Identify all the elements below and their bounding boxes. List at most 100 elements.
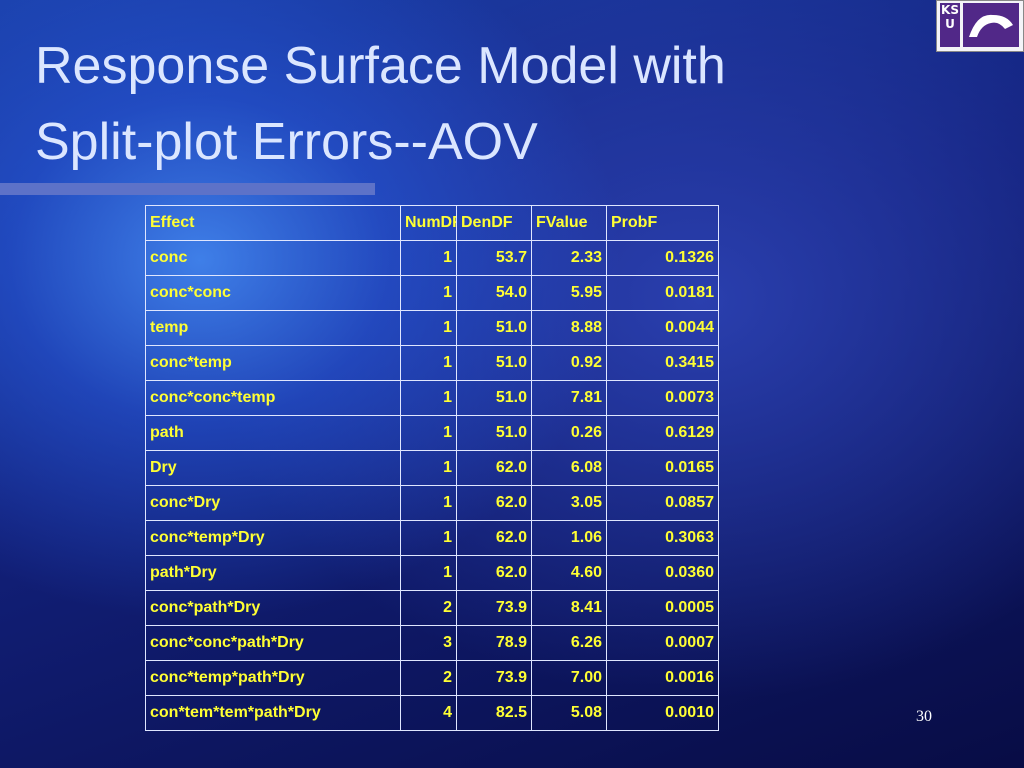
effect-cell: conc*conc*temp [145, 380, 401, 416]
value-cell: 7.81 [531, 380, 607, 416]
value-cell: 6.26 [531, 625, 607, 661]
effect-cell: conc*Dry [145, 485, 401, 521]
value-cell: 4.60 [531, 555, 607, 591]
column-header: FValue [531, 205, 607, 241]
value-cell: 73.9 [456, 660, 532, 696]
effect-cell: path [145, 415, 401, 451]
logo-text: KSU [940, 3, 960, 47]
title-line: Split-plot Errors--AOV [35, 113, 538, 171]
logo-cat [963, 3, 1019, 47]
value-cell: 3.05 [531, 485, 607, 521]
value-cell: 0.0005 [606, 590, 719, 626]
value-cell: 51.0 [456, 345, 532, 381]
value-cell: 1 [400, 485, 457, 521]
effect-cell: path*Dry [145, 555, 401, 591]
title: Response Surface Model with Split-plot E… [35, 28, 726, 180]
title-line: Response Surface Model with [35, 37, 726, 95]
value-cell: 0.0165 [606, 450, 719, 486]
value-cell: 62.0 [456, 520, 532, 556]
value-cell: 1 [400, 555, 457, 591]
value-cell: 8.41 [531, 590, 607, 626]
value-cell: 6.08 [531, 450, 607, 486]
effect-cell: conc*conc [145, 275, 401, 311]
value-cell: 0.0007 [606, 625, 719, 661]
column-header: DenDF [456, 205, 532, 241]
effect-cell: conc*temp [145, 345, 401, 381]
table-row: temp 1 51.0 8.88 0.0044 [145, 310, 719, 346]
value-cell: 0.0073 [606, 380, 719, 416]
value-cell: 7.00 [531, 660, 607, 696]
page-number: 30 [916, 708, 932, 725]
value-cell: 53.7 [456, 240, 532, 276]
effect-cell: conc*temp*path*Dry [145, 660, 401, 696]
effect-cell: conc*temp*Dry [145, 520, 401, 556]
value-cell: 0.3063 [606, 520, 719, 556]
table-row: conc*temp*Dry 1 62.0 1.06 0.3063 [145, 520, 719, 556]
value-cell: 2 [400, 590, 457, 626]
logo: KSU [936, 0, 1024, 52]
value-cell: 2 [400, 660, 457, 696]
table-row: path 1 51.0 0.26 0.6129 [145, 415, 719, 451]
table-row: conc*conc 1 54.0 5.95 0.0181 [145, 275, 719, 311]
aov-table: Effect NumDF DenDF FValue ProbF conc 1 53.7 2.33… [145, 205, 719, 731]
value-cell: 1 [400, 520, 457, 556]
value-cell: 0.92 [531, 345, 607, 381]
value-cell: 5.95 [531, 275, 607, 311]
value-cell: 62.0 [456, 485, 532, 521]
table-row: conc*path*Dry 2 73.9 8.41 0.0005 [145, 590, 719, 626]
value-cell: 62.0 [456, 555, 532, 591]
table-row: con*tem*tem*path*Dry 4 82.5 5.08 0.0010 [145, 695, 719, 731]
effect-cell: conc*conc*path*Dry [145, 625, 401, 661]
value-cell: 0.0016 [606, 660, 719, 696]
value-cell: 62.0 [456, 450, 532, 486]
value-cell: 1 [400, 415, 457, 451]
table-row: conc*Dry 1 62.0 3.05 0.0857 [145, 485, 719, 521]
value-cell: 0.26 [531, 415, 607, 451]
value-cell: 0.0857 [606, 485, 719, 521]
value-cell: 0.6129 [606, 415, 719, 451]
value-cell: 1 [400, 450, 457, 486]
table-row: conc 1 53.7 2.33 0.1326 [145, 240, 719, 276]
effect-cell: conc*path*Dry [145, 590, 401, 626]
effect-cell: conc [145, 240, 401, 276]
table-row: conc*temp*path*Dry 2 73.9 7.00 0.0016 [145, 660, 719, 696]
table-row: conc*conc*path*Dry 3 78.9 6.26 0.0007 [145, 625, 719, 661]
value-cell: 51.0 [456, 310, 532, 346]
value-cell: 1.06 [531, 520, 607, 556]
effect-cell: con*tem*tem*path*Dry [145, 695, 401, 731]
value-cell: 51.0 [456, 380, 532, 416]
value-cell: 0.0360 [606, 555, 719, 591]
value-cell: 4 [400, 695, 457, 731]
column-header: Effect [145, 205, 401, 241]
value-cell: 2.33 [531, 240, 607, 276]
value-cell: 0.3415 [606, 345, 719, 381]
value-cell: 0.0010 [606, 695, 719, 731]
value-cell: 3 [400, 625, 457, 661]
value-cell: 54.0 [456, 275, 532, 311]
value-cell: 0.0044 [606, 310, 719, 346]
value-cell: 0.1326 [606, 240, 719, 276]
value-cell: 1 [400, 310, 457, 346]
effect-cell: temp [145, 310, 401, 346]
column-header: NumDF [400, 205, 457, 241]
value-cell: 1 [400, 380, 457, 416]
value-cell: 1 [400, 240, 457, 276]
column-header: ProbF [606, 205, 719, 241]
value-cell: 78.9 [456, 625, 532, 661]
header-row: Effect NumDF DenDF FValue ProbF [145, 205, 719, 241]
value-cell: 82.5 [456, 695, 532, 731]
value-cell: 73.9 [456, 590, 532, 626]
value-cell: 1 [400, 345, 457, 381]
value-cell: 5.08 [531, 695, 607, 731]
title-underline [0, 183, 375, 195]
table-row: conc*temp 1 51.0 0.92 0.3415 [145, 345, 719, 381]
effect-cell: Dry [145, 450, 401, 486]
value-cell: 0.0181 [606, 275, 719, 311]
value-cell: 1 [400, 275, 457, 311]
value-cell: 8.88 [531, 310, 607, 346]
table-row: path*Dry 1 62.0 4.60 0.0360 [145, 555, 719, 591]
value-cell: 51.0 [456, 415, 532, 451]
table-row: Dry 1 62.0 6.08 0.0165 [145, 450, 719, 486]
table-row: conc*conc*temp 1 51.0 7.81 0.0073 [145, 380, 719, 416]
